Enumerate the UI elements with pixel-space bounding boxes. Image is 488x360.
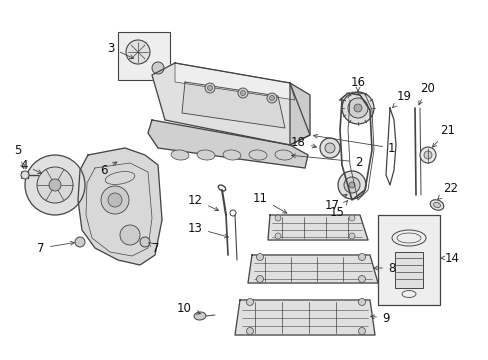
Circle shape — [358, 328, 365, 334]
Circle shape — [419, 147, 435, 163]
Circle shape — [325, 143, 334, 153]
Polygon shape — [235, 300, 374, 335]
Circle shape — [348, 182, 354, 188]
Circle shape — [25, 155, 85, 215]
Circle shape — [423, 151, 431, 159]
Text: 19: 19 — [392, 90, 411, 108]
Ellipse shape — [274, 150, 292, 160]
Polygon shape — [148, 120, 307, 168]
Text: 16: 16 — [350, 76, 365, 91]
Circle shape — [49, 179, 61, 191]
Circle shape — [246, 298, 253, 306]
Circle shape — [101, 186, 129, 214]
Text: 21: 21 — [431, 123, 454, 147]
Polygon shape — [78, 148, 162, 265]
Text: 11: 11 — [252, 192, 286, 213]
Text: 22: 22 — [437, 181, 457, 199]
Text: 10: 10 — [177, 302, 200, 315]
Circle shape — [358, 253, 365, 261]
Polygon shape — [267, 215, 367, 240]
Circle shape — [358, 275, 365, 283]
Circle shape — [269, 95, 274, 100]
Ellipse shape — [194, 312, 205, 320]
Text: 13: 13 — [188, 221, 228, 238]
Circle shape — [108, 193, 122, 207]
Text: 3: 3 — [107, 41, 133, 59]
Circle shape — [337, 171, 365, 199]
Ellipse shape — [171, 150, 188, 160]
Circle shape — [256, 275, 263, 283]
Circle shape — [204, 83, 215, 93]
Text: 9: 9 — [370, 311, 389, 324]
Polygon shape — [152, 63, 309, 145]
Circle shape — [37, 167, 73, 203]
Circle shape — [238, 88, 247, 98]
Text: 7: 7 — [148, 242, 159, 255]
Text: 4: 4 — [20, 158, 41, 174]
Text: 18: 18 — [290, 135, 316, 149]
Ellipse shape — [248, 150, 266, 160]
Circle shape — [341, 92, 373, 124]
Circle shape — [75, 237, 85, 247]
Circle shape — [120, 225, 140, 245]
Text: 12: 12 — [187, 194, 218, 211]
Text: 5: 5 — [14, 144, 24, 168]
Circle shape — [274, 233, 281, 239]
Polygon shape — [175, 63, 294, 100]
Text: 14: 14 — [440, 252, 459, 265]
Text: 15: 15 — [329, 201, 347, 219]
Circle shape — [347, 98, 367, 118]
Circle shape — [246, 328, 253, 334]
Text: 7: 7 — [38, 241, 74, 255]
Bar — [118, 32, 170, 80]
Text: 17: 17 — [325, 194, 346, 212]
Ellipse shape — [433, 202, 440, 208]
Text: 2: 2 — [291, 154, 362, 168]
Circle shape — [274, 215, 281, 221]
Circle shape — [126, 40, 150, 64]
Bar — [394, 252, 422, 288]
Circle shape — [353, 104, 361, 112]
Polygon shape — [247, 255, 377, 283]
Bar — [377, 215, 439, 305]
Text: 8: 8 — [373, 261, 395, 274]
Circle shape — [140, 237, 150, 247]
Circle shape — [319, 138, 339, 158]
Circle shape — [266, 93, 276, 103]
Text: 6: 6 — [101, 162, 117, 176]
Circle shape — [343, 177, 359, 193]
Ellipse shape — [223, 150, 241, 160]
Ellipse shape — [197, 150, 215, 160]
Circle shape — [358, 298, 365, 306]
Circle shape — [152, 62, 163, 74]
Circle shape — [348, 215, 354, 221]
Text: 1: 1 — [313, 134, 395, 154]
Polygon shape — [182, 82, 285, 128]
Text: 20: 20 — [418, 81, 434, 105]
Circle shape — [348, 233, 354, 239]
Ellipse shape — [429, 200, 443, 210]
Circle shape — [207, 86, 212, 90]
Circle shape — [256, 253, 263, 261]
Circle shape — [21, 171, 29, 179]
Circle shape — [240, 90, 245, 95]
Polygon shape — [289, 83, 309, 145]
